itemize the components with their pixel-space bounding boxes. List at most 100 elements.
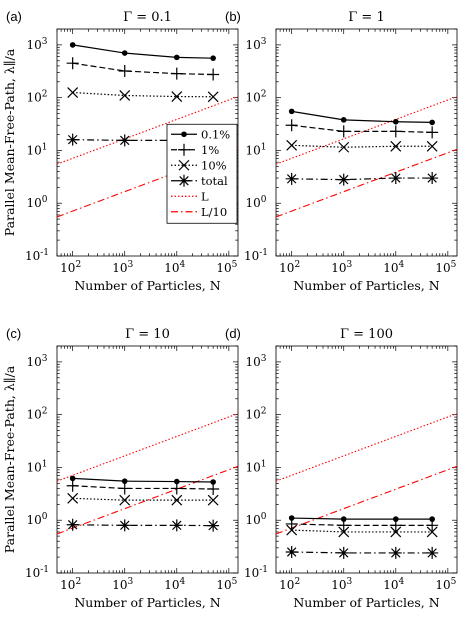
x-tick-exponent: 5 bbox=[451, 577, 457, 587]
reference-line-l bbox=[276, 413, 457, 482]
y-tick-base: 10 bbox=[26, 143, 41, 157]
y-tick-label: 100 bbox=[26, 195, 47, 210]
x-tick-label: 102 bbox=[60, 260, 81, 275]
data-point bbox=[170, 482, 183, 495]
data-point bbox=[69, 475, 76, 482]
legend-item: L/10 bbox=[171, 205, 227, 219]
panel-letter: (b) bbox=[225, 9, 241, 24]
data-point bbox=[66, 518, 79, 531]
x-axis-label: Number of Particles, N bbox=[293, 278, 439, 293]
data-point bbox=[285, 517, 298, 530]
panel-letter: (a) bbox=[6, 9, 22, 24]
reference-line-l-over-10 bbox=[276, 148, 457, 218]
x-tick-base: 10 bbox=[60, 578, 75, 592]
x-tick-label: 103 bbox=[331, 577, 352, 592]
data-point bbox=[337, 173, 350, 186]
x-tick-exponent: 2 bbox=[75, 260, 81, 270]
y-tick-label: 101 bbox=[245, 142, 266, 157]
plot-frame bbox=[275, 345, 458, 574]
y-tick-base: 10 bbox=[245, 460, 260, 474]
y-tick-exponent: 2 bbox=[42, 90, 48, 100]
y-tick-exponent: 0 bbox=[42, 195, 48, 205]
data-point bbox=[285, 172, 298, 185]
x-tick-base: 10 bbox=[164, 578, 179, 592]
x-tick-label: 102 bbox=[279, 577, 300, 592]
data-point bbox=[66, 57, 79, 70]
reference-line-l bbox=[276, 96, 457, 165]
data-point bbox=[288, 108, 295, 115]
x-tick-base: 10 bbox=[279, 578, 294, 592]
series-line-2 bbox=[72, 62, 214, 76]
y-tick-base: 10 bbox=[25, 249, 40, 263]
y-tick-base: 10 bbox=[26, 196, 41, 210]
series-line-1 bbox=[72, 44, 214, 59]
x-tick-exponent: 4 bbox=[399, 260, 405, 270]
x-tick-exponent: 3 bbox=[127, 260, 133, 270]
data-point bbox=[429, 119, 435, 126]
y-tick-base: 10 bbox=[245, 91, 260, 105]
x-tick-label: 104 bbox=[164, 260, 185, 275]
y-tick-exponent: 3 bbox=[42, 354, 48, 364]
x-tick-exponent: 5 bbox=[451, 260, 457, 270]
data-point bbox=[210, 55, 216, 61]
data-point bbox=[118, 519, 131, 532]
data-point bbox=[170, 67, 183, 80]
legend-marker bbox=[178, 159, 190, 171]
data-point bbox=[118, 65, 131, 78]
data-point bbox=[389, 519, 402, 532]
y-tick-label: 101 bbox=[245, 459, 266, 474]
x-tick-label: 105 bbox=[435, 577, 456, 592]
series-line-4 bbox=[72, 524, 214, 527]
y-tick-base: 10 bbox=[26, 38, 41, 52]
x-tick-base: 10 bbox=[435, 261, 450, 275]
data-point bbox=[426, 126, 439, 139]
plot-data bbox=[57, 413, 238, 535]
x-tick-base: 10 bbox=[112, 578, 127, 592]
x-tick-exponent: 5 bbox=[232, 577, 238, 587]
x-tick-exponent: 4 bbox=[180, 260, 186, 270]
data-point bbox=[340, 117, 347, 123]
y-tick-base: 10 bbox=[245, 38, 260, 52]
y-tick-label: 10-1 bbox=[25, 248, 49, 263]
y-tick-exponent: -1 bbox=[40, 248, 49, 258]
y-axis-label: Parallel Mean-Free-Path, λ∥/a bbox=[2, 48, 17, 236]
x-tick-label: 103 bbox=[112, 577, 133, 592]
series-line-3 bbox=[72, 497, 214, 501]
legend-label: 0.1% bbox=[201, 127, 230, 141]
x-tick-label: 104 bbox=[383, 260, 404, 275]
plot-data bbox=[57, 42, 238, 218]
series-line-4 bbox=[291, 177, 433, 181]
data-point bbox=[390, 526, 402, 538]
legend-item: 1% bbox=[171, 143, 219, 157]
data-point bbox=[392, 118, 399, 125]
y-tick-label: 102 bbox=[26, 90, 47, 105]
y-tick-label: 103 bbox=[26, 354, 47, 369]
data-point bbox=[285, 119, 298, 132]
y-tick-label: 101 bbox=[26, 459, 47, 474]
y-tick-exponent: 0 bbox=[261, 512, 267, 522]
x-tick-exponent: 4 bbox=[399, 577, 405, 587]
data-point bbox=[207, 68, 220, 81]
x-tick-base: 10 bbox=[383, 261, 398, 275]
x-tick-exponent: 2 bbox=[294, 260, 300, 270]
legend-item: 0.1% bbox=[171, 127, 230, 141]
legend-label: 1% bbox=[201, 143, 219, 157]
y-tick-label: 10-1 bbox=[244, 565, 268, 580]
data-point bbox=[426, 519, 439, 532]
panel-letter: (d) bbox=[225, 326, 241, 341]
y-tick-label: 100 bbox=[245, 195, 266, 210]
data-point bbox=[171, 494, 183, 506]
legend-marker bbox=[178, 143, 190, 156]
y-tick-label: 100 bbox=[26, 512, 47, 527]
y-tick-base: 10 bbox=[245, 143, 260, 157]
legend-item: L bbox=[171, 189, 209, 203]
data-point bbox=[207, 494, 219, 506]
x-tick-base: 10 bbox=[164, 261, 179, 275]
reference-line-l-over-10 bbox=[276, 465, 457, 535]
panel-letter: (c) bbox=[6, 326, 21, 341]
panel-title: Γ = 1 bbox=[348, 10, 384, 25]
y-tick-exponent: -1 bbox=[259, 248, 268, 258]
x-tick-label: 102 bbox=[60, 577, 81, 592]
x-tick-base: 10 bbox=[435, 578, 450, 592]
